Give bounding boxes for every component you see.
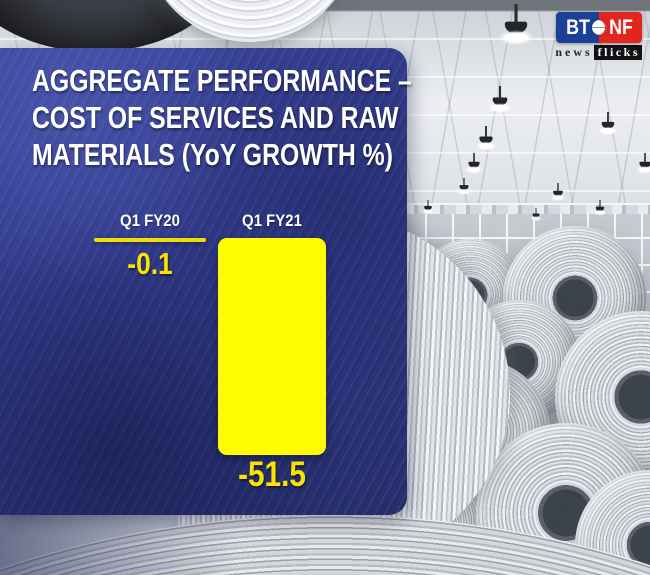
ceiling-lamp-icon: [456, 178, 472, 198]
ceiling-lamp-icon: [421, 200, 435, 217]
chart-title-line2: COST OF SERVICES AND RAW: [32, 100, 399, 135]
ceiling-lamp-icon: [592, 200, 608, 218]
newsflicks-tagline: news flicks: [554, 45, 642, 60]
tagline-news: news: [555, 45, 593, 59]
chart-title-line1: AGGREGATE PERFORMANCE –: [32, 63, 412, 98]
blue-overlay-panel: AGGREGATE PERFORMANCE – COST OF SERVICES…: [0, 48, 412, 515]
logo-bt-text: BT: [565, 15, 590, 39]
value-label-q1fy20: -0.1: [127, 246, 173, 281]
ceiling-lamp-icon: [597, 112, 619, 139]
bar-q1fy20: [94, 238, 206, 242]
ceiling-lamp-icon: [464, 153, 484, 177]
btnf-logo: BT NF news flicks: [554, 12, 642, 60]
chart-title: AGGREGATE PERFORMANCE – COST OF SERVICES…: [32, 62, 412, 173]
ceiling-lamp-icon: [635, 153, 650, 177]
ceiling-lamp-icon: [474, 126, 498, 155]
value-label-q1fy21: -51.5: [238, 455, 306, 494]
category-label-q1fy21: Q1 FY21: [242, 211, 302, 230]
tagline-flicks: flicks: [593, 45, 642, 60]
ceiling-lamp-icon: [496, 4, 536, 52]
ceiling-lamp-icon: [549, 183, 567, 204]
category-label-q1fy20: Q1 FY20: [120, 211, 180, 230]
ceiling-lamp-icon: [530, 208, 542, 223]
logo-nf-text: NF: [608, 15, 633, 39]
ceiling-lamp-icon: [487, 86, 513, 118]
bar-chart: Q1 FY20 Q1 FY21 -0.1 -51.5: [0, 48, 407, 515]
btnf-logo-badge: BT NF: [556, 12, 642, 43]
bar-q1fy21: [218, 238, 326, 455]
logo-bt-block: BT: [556, 12, 599, 43]
chart-title-line3: MATERIALS (YoY GROWTH %): [32, 137, 393, 172]
globe-icon: [592, 20, 607, 35]
